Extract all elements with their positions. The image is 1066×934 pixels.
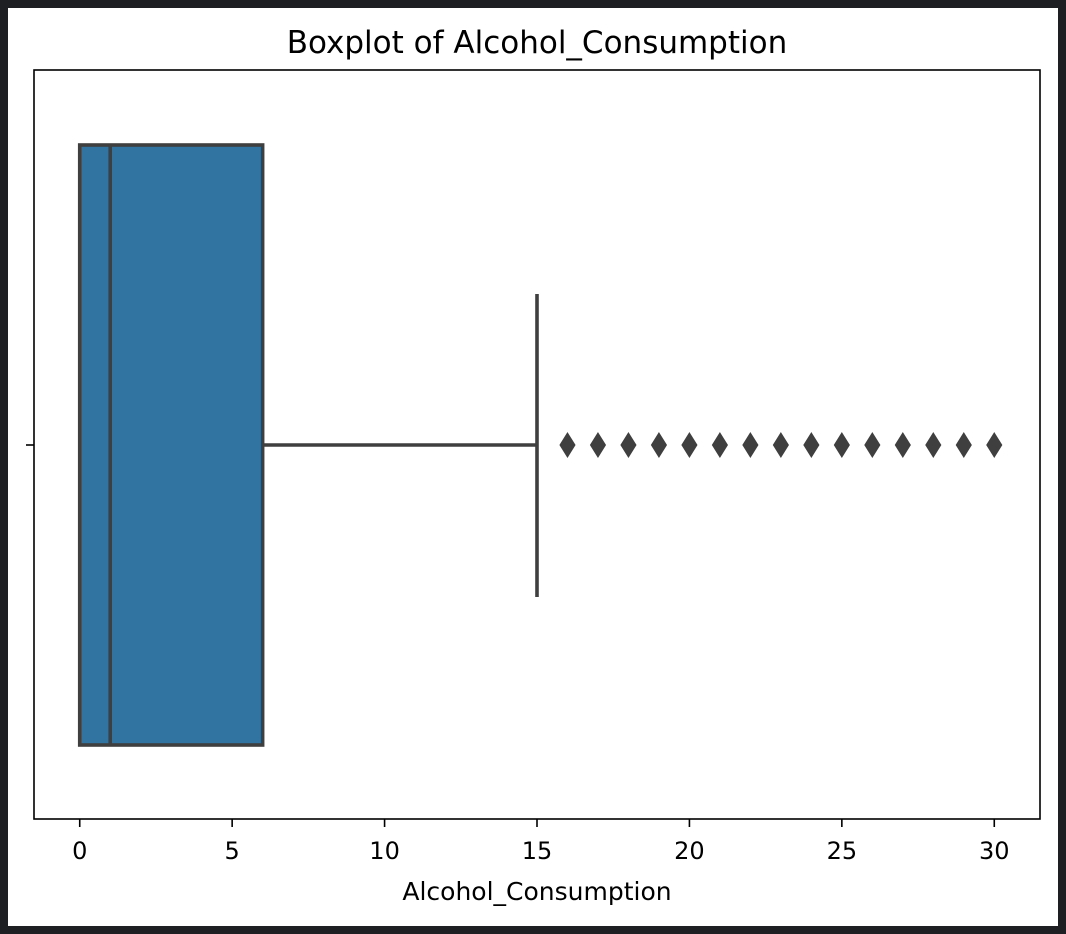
x-tick-label: 5: [225, 837, 240, 865]
outlier-point: [864, 432, 881, 458]
x-tick-label: 10: [369, 837, 400, 865]
outlier-point: [620, 432, 637, 458]
outlier-point: [986, 432, 1003, 458]
outlier-point: [559, 432, 576, 458]
x-tick-label: 15: [522, 837, 553, 865]
outlier-point: [742, 432, 759, 458]
chart-title: Boxplot of Alcohol_Consumption: [287, 25, 788, 61]
x-tick-label: 20: [674, 837, 705, 865]
outlier-point: [650, 432, 668, 458]
outlier-point: [833, 432, 850, 458]
outlier-point: [711, 432, 728, 458]
box-iqr: [77, 143, 265, 747]
x-tick-label: 30: [979, 837, 1010, 865]
outlier-point: [589, 432, 607, 458]
outlier-point: [925, 432, 942, 458]
outlier-point: [681, 432, 698, 458]
outlier-point: [955, 432, 972, 458]
x-tick-label: 0: [72, 837, 87, 865]
outlier-point: [894, 432, 911, 458]
outlier-point: [803, 432, 820, 458]
x-tick-label: 25: [827, 837, 858, 865]
outlier-point: [772, 432, 789, 458]
x-axis-label: Alcohol_Consumption: [402, 877, 671, 906]
